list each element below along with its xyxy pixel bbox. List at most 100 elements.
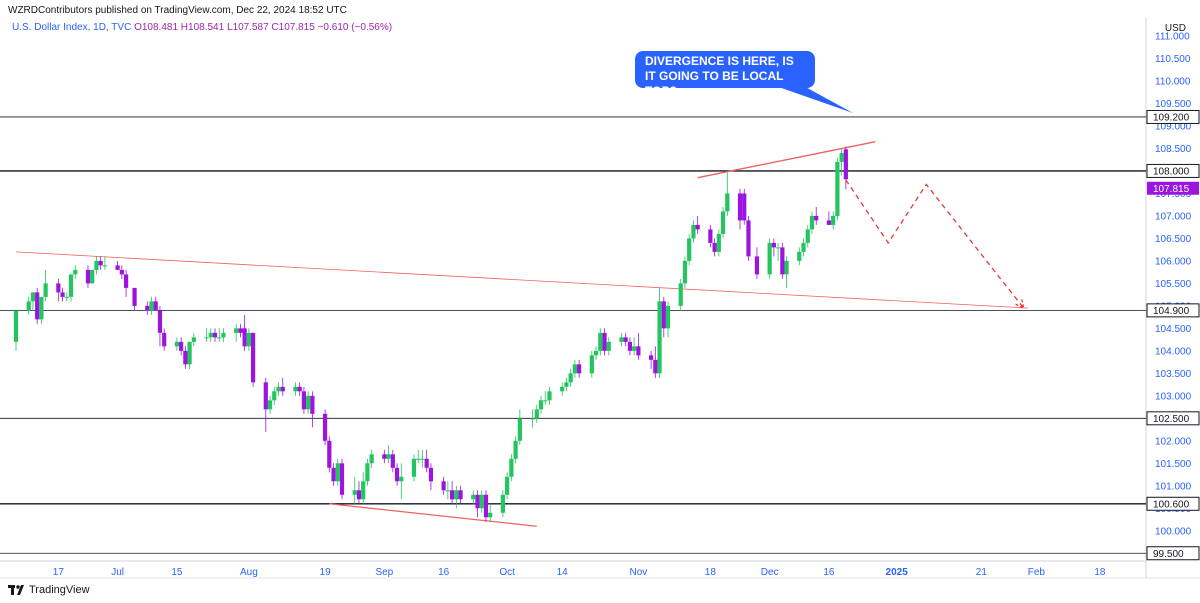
- candle-body[interactable]: [661, 301, 666, 329]
- candle-body[interactable]: [394, 467, 400, 482]
- candle-body[interactable]: [835, 161, 840, 216]
- candle-body[interactable]: [801, 242, 806, 252]
- candle-body[interactable]: [365, 463, 370, 482]
- candle-body[interactable]: [234, 328, 239, 333]
- trendline-descending-trend[interactable]: [15, 251, 1028, 309]
- candle-body[interactable]: [322, 413, 328, 441]
- candle-body[interactable]: [780, 247, 785, 275]
- candle-body[interactable]: [776, 247, 781, 249]
- currency-label[interactable]: USD: [1164, 23, 1186, 34]
- candle-body[interactable]: [784, 260, 789, 275]
- candle-body[interactable]: [695, 224, 700, 230]
- candle-body[interactable]: [424, 458, 429, 468]
- candle-body[interactable]: [306, 395, 311, 410]
- candle-body[interactable]: [505, 476, 510, 495]
- candle-body[interactable]: [771, 242, 776, 248]
- candle-body[interactable]: [335, 463, 340, 482]
- candle-body[interactable]: [416, 458, 421, 460]
- candle-body[interactable]: [767, 242, 772, 275]
- trendline-divergence-lower[interactable]: [329, 503, 537, 527]
- candle-body[interactable]: [716, 233, 721, 252]
- candle-body[interactable]: [98, 260, 103, 266]
- candle-body[interactable]: [382, 454, 387, 459]
- candle-body[interactable]: [475, 494, 480, 509]
- candle-body[interactable]: [369, 454, 374, 464]
- candle-body[interactable]: [310, 395, 315, 414]
- candle-body[interactable]: [428, 467, 434, 482]
- candle-body[interactable]: [725, 193, 730, 212]
- candle-body[interactable]: [217, 337, 222, 339]
- candle-body[interactable]: [119, 269, 124, 275]
- candle-body[interactable]: [839, 152, 844, 162]
- candle-body[interactable]: [509, 458, 514, 477]
- candle-body[interactable]: [90, 269, 95, 284]
- candle-body[interactable]: [797, 251, 802, 261]
- trendline-divergence-upper[interactable]: [697, 141, 876, 179]
- candle-body[interactable]: [483, 494, 489, 518]
- candle-body[interactable]: [746, 220, 751, 257]
- candle-body[interactable]: [43, 283, 48, 297]
- candle-body[interactable]: [598, 332, 603, 351]
- candle-body[interactable]: [500, 494, 506, 513]
- candle-body[interactable]: [577, 364, 582, 374]
- candle-body[interactable]: [602, 332, 607, 351]
- candle-body[interactable]: [356, 490, 362, 500]
- candle-body[interactable]: [513, 440, 518, 459]
- candle-body[interactable]: [657, 301, 662, 374]
- candle-body[interactable]: [687, 238, 692, 261]
- candle-body[interactable]: [251, 332, 256, 383]
- candle-body[interactable]: [56, 283, 61, 293]
- candle-body[interactable]: [471, 494, 476, 500]
- candle-body[interactable]: [530, 418, 535, 420]
- candle-body[interactable]: [263, 382, 268, 410]
- candle-body[interactable]: [39, 296, 44, 320]
- candle-body[interactable]: [619, 337, 624, 342]
- candle-body[interactable]: [665, 305, 671, 329]
- candle-body[interactable]: [547, 391, 552, 401]
- candle-body[interactable]: [64, 296, 69, 298]
- candle-body[interactable]: [149, 301, 154, 311]
- candle-body[interactable]: [157, 310, 163, 333]
- candle-body[interactable]: [293, 386, 298, 392]
- candle-body[interactable]: [399, 476, 404, 482]
- candle-body[interactable]: [737, 193, 743, 221]
- candle-body[interactable]: [102, 265, 108, 267]
- candle-body[interactable]: [238, 328, 243, 333]
- candle-body[interactable]: [221, 332, 226, 338]
- candle-body[interactable]: [361, 481, 366, 500]
- candle-body[interactable]: [632, 346, 637, 351]
- candle-body[interactable]: [327, 440, 332, 468]
- candle-body[interactable]: [648, 355, 654, 360]
- candle-body[interactable]: [653, 359, 658, 374]
- candle-body[interactable]: [564, 382, 569, 387]
- candle-body[interactable]: [814, 215, 819, 221]
- candle-body[interactable]: [301, 391, 307, 410]
- candle-body[interactable]: [623, 337, 628, 342]
- candle-body[interactable]: [212, 332, 218, 338]
- candle-body[interactable]: [568, 373, 573, 383]
- candle-body[interactable]: [606, 341, 611, 351]
- candle-body[interactable]: [445, 490, 450, 492]
- candle-body[interactable]: [682, 260, 688, 284]
- candle-body[interactable]: [352, 490, 357, 495]
- candle-body[interactable]: [593, 350, 599, 356]
- candle-body[interactable]: [636, 346, 641, 356]
- candle-body[interactable]: [441, 481, 446, 491]
- candle-body[interactable]: [339, 463, 345, 495]
- candle-body[interactable]: [534, 409, 539, 419]
- candle-body[interactable]: [145, 305, 150, 311]
- candle-body[interactable]: [449, 490, 455, 500]
- candle-body[interactable]: [488, 512, 493, 518]
- candle-body[interactable]: [272, 391, 277, 401]
- candle-body[interactable]: [411, 458, 417, 477]
- candle-body[interactable]: [560, 386, 565, 392]
- candle-body[interactable]: [187, 341, 192, 365]
- candle-body[interactable]: [572, 364, 577, 374]
- candle-body[interactable]: [517, 418, 522, 441]
- candle-body[interactable]: [280, 386, 285, 392]
- candle-body[interactable]: [458, 490, 463, 500]
- candle-body[interactable]: [276, 386, 281, 392]
- candle-body[interactable]: [174, 341, 179, 347]
- candle-body[interactable]: [831, 215, 836, 225]
